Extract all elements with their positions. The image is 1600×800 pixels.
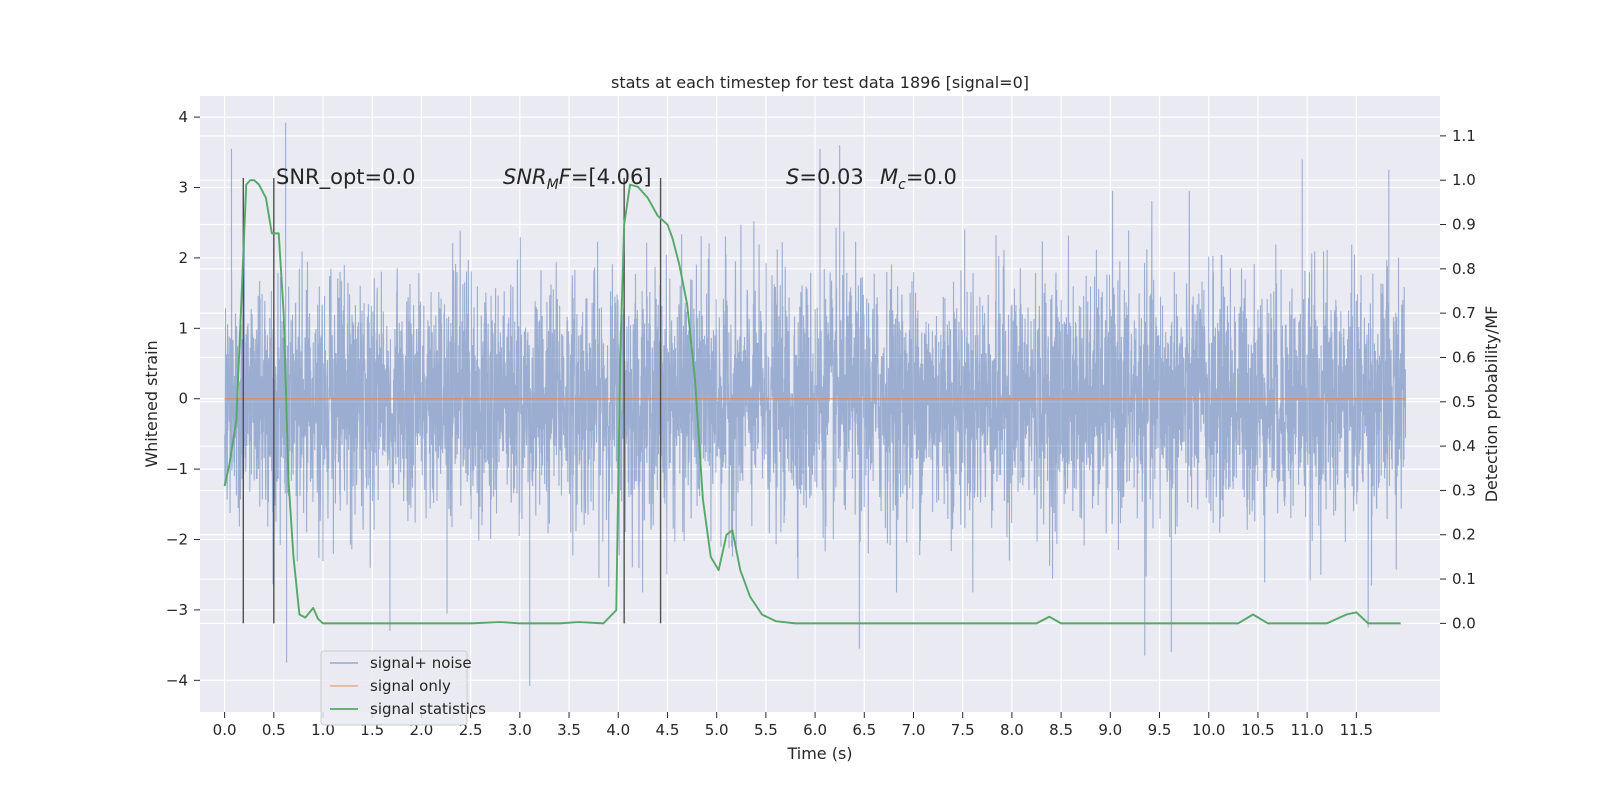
- y-right-tick-label: 1.1: [1452, 127, 1476, 145]
- y-right-axis-label: Detection probability/MF: [1482, 306, 1501, 503]
- x-tick-label: 5.5: [754, 721, 778, 739]
- x-tick-label: 7.0: [902, 721, 926, 739]
- snr-mf-value: =[4.06]: [571, 165, 652, 189]
- x-tick-label: 4.0: [606, 721, 630, 739]
- y-right-tick-label: 1.0: [1452, 171, 1476, 189]
- y-left-tick-label: 1: [178, 319, 188, 337]
- x-tick-label: 9.0: [1098, 721, 1122, 739]
- y-right-tick-label: 0.4: [1452, 437, 1476, 455]
- y-left-tick-label: 0: [178, 390, 188, 408]
- legend: signal+ noise signal only signal statist…: [320, 650, 486, 726]
- x-tick-label: 0.5: [262, 721, 286, 739]
- stats-curve: [223, 179, 1401, 625]
- y-left-tick-label: 4: [178, 108, 188, 126]
- x-tick-label: 6.0: [803, 721, 827, 739]
- x-tick-label: 6.5: [852, 721, 876, 739]
- x-tick-label: 11.5: [1340, 721, 1373, 739]
- annotation-mc: Mc=0.0: [880, 165, 957, 193]
- y-right-tick-label: 0.3: [1452, 481, 1476, 499]
- x-tick-label: 3.0: [508, 721, 532, 739]
- y-left-tick-label: −4: [166, 671, 188, 689]
- y-left-tick-label: 2: [178, 249, 188, 267]
- x-tick-label: 10.5: [1241, 721, 1274, 739]
- x-tick-label: 10.0: [1192, 721, 1225, 739]
- annotation-s: S=0.03: [786, 165, 864, 189]
- y-left-axis-label: Whitened strain: [142, 340, 161, 467]
- legend-box: [320, 650, 468, 726]
- series-signal-noise: [224, 122, 1407, 686]
- annotation-snr-opt: SNR_opt=0.0: [276, 165, 416, 190]
- x-tick-label: 4.5: [656, 721, 680, 739]
- legend-label-signal: signal only: [370, 677, 451, 695]
- y-right-tick-label: 0.7: [1452, 304, 1476, 322]
- y-right-tick-label: 0.9: [1452, 216, 1476, 234]
- annotation-snr-mf: SNRMF=[4.06]: [503, 165, 652, 193]
- x-tick-label: 5.0: [705, 721, 729, 739]
- x-tick-label: 2.5: [459, 721, 483, 739]
- mc-label: M: [880, 165, 898, 189]
- s-value: =0.03: [799, 165, 863, 189]
- x-tick-label: 8.0: [1000, 721, 1024, 739]
- y-right-tick-label: 0.5: [1452, 393, 1476, 411]
- x-axis-label: Time (s): [786, 744, 852, 763]
- series-signal-statistics: [223, 179, 1401, 625]
- snr-mf-italic: F: [559, 165, 572, 189]
- x-tick-label: 11.0: [1290, 721, 1323, 739]
- mc-sub: c: [898, 177, 906, 193]
- y-left-tick-label: −3: [166, 601, 188, 619]
- y-right-tick-label: 0.0: [1452, 614, 1476, 632]
- x-tick-label: 3.5: [557, 721, 581, 739]
- y-right-tick-label: 0.8: [1452, 260, 1476, 278]
- x-tick-label: 0.0: [213, 721, 237, 739]
- legend-label-noise: signal+ noise: [370, 654, 472, 672]
- noise-trace: [224, 122, 1407, 686]
- s-label: S: [786, 165, 799, 189]
- mc-value: =0.0: [906, 165, 957, 189]
- chart-title: stats at each timestep for test data 189…: [611, 73, 1029, 92]
- snr-mf-base: SNR: [503, 165, 547, 189]
- x-tick-label: 8.5: [1049, 721, 1073, 739]
- y-left-tick-label: −1: [166, 460, 188, 478]
- y-right-tick-label: 0.2: [1452, 526, 1476, 544]
- x-axis-ticks: 0.0 0.5 1.0 1.5 2.0 2.5 3.0 3.5 4.0 4.5 5.0 5.5 6.0 6…: [213, 712, 1373, 739]
- y-right-axis-ticks: 1.1 1.0 0.9 0.8 0.7 0.6 0.5 0.4 0.3 0.2 0.1 0.0: [1440, 127, 1476, 632]
- legend-label-stats: signal statistics: [370, 700, 486, 718]
- snr-mf-sub: M: [547, 177, 559, 193]
- y-right-tick-label: 0.6: [1452, 348, 1476, 366]
- y-left-axis-ticks: 4 3 2 1 0 −1 −2 −3 −4: [166, 108, 200, 689]
- y-left-tick-label: −2: [166, 531, 188, 549]
- y-right-tick-label: 0.1: [1452, 570, 1476, 588]
- x-tick-label: 9.5: [1148, 721, 1172, 739]
- y-left-tick-label: 3: [178, 179, 188, 197]
- x-tick-label: 7.5: [951, 721, 975, 739]
